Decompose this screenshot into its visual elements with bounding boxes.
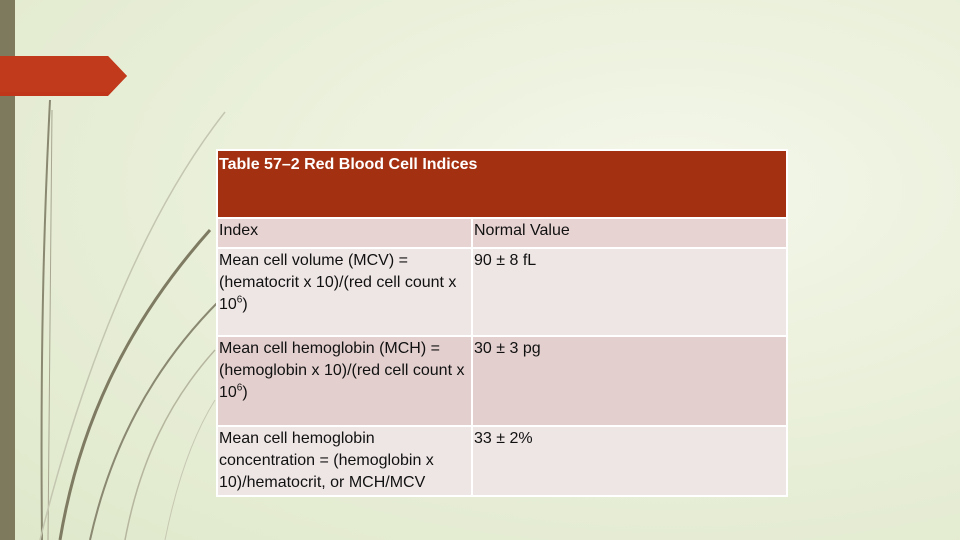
table-row: Mean cell hemoglobin (MCH) = (hemoglobin…	[216, 335, 789, 427]
index-cell: Mean cell volume (MCV) = (hematocrit x 1…	[216, 247, 473, 337]
indices-table-container: Table 57–2 Red Blood Cell Indices Index …	[215, 149, 789, 497]
value-cell: 33 ± 2%	[470, 425, 789, 497]
table-row: Mean cell hemoglobin concentration = (he…	[216, 425, 789, 497]
left-sidebar-bar	[0, 0, 15, 540]
table-title-row: Table 57–2 Red Blood Cell Indices	[215, 149, 789, 219]
index-text-end: )	[242, 296, 248, 313]
index-text-end: )	[242, 384, 248, 401]
indices-table: Table 57–2 Red Blood Cell Indices Index …	[215, 149, 789, 497]
index-text: Mean cell hemoglobin (MCH) = (hemoglobin…	[219, 340, 465, 401]
index-cell: Mean cell hemoglobin (MCH) = (hemoglobin…	[216, 335, 473, 427]
index-text: Mean cell hemoglobin concentration = (he…	[219, 430, 434, 491]
value-cell: 30 ± 3 pg	[470, 335, 789, 427]
index-superscript: 6	[236, 294, 243, 306]
header-normal-value: Normal Value	[470, 217, 789, 249]
table-title: Table 57–2 Red Blood Cell Indices	[215, 149, 789, 219]
arrow-tab-decoration	[0, 56, 127, 96]
index-cell: Mean cell hemoglobin concentration = (he…	[216, 425, 473, 497]
value-cell: 90 ± 8 fL	[470, 247, 789, 337]
index-superscript: 6	[236, 382, 243, 394]
table-header-row: Index Normal Value	[216, 217, 789, 249]
header-index: Index	[216, 217, 473, 249]
index-text: Mean cell volume (MCV) = (hematocrit x 1…	[219, 252, 457, 313]
table-row: Mean cell volume (MCV) = (hematocrit x 1…	[216, 247, 789, 337]
